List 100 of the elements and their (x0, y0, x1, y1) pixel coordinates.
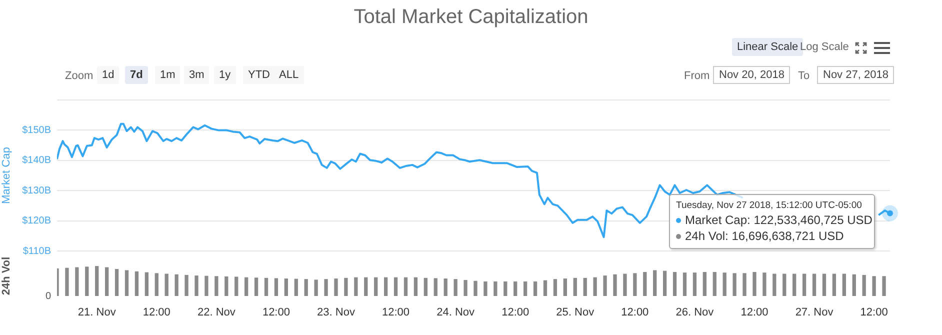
bar (65, 268, 69, 296)
bar (314, 280, 318, 296)
bar (732, 273, 736, 296)
bar (364, 277, 368, 296)
y-tick-label: $130B (22, 185, 52, 196)
bar (782, 274, 786, 296)
x-tick-label: 25. Nov (556, 306, 595, 319)
bar (633, 273, 637, 296)
bar (772, 274, 776, 296)
bar (812, 274, 816, 296)
bar (374, 277, 378, 296)
bar (85, 266, 89, 296)
x-tick-label: 26. Nov (676, 306, 714, 319)
annotation: Market Cap: 122,533,460,725 USD (684, 212, 872, 228)
bar (752, 272, 756, 296)
bar (154, 273, 158, 296)
bar (702, 272, 706, 296)
bar (274, 278, 278, 296)
bar (384, 277, 388, 296)
bar (424, 278, 428, 296)
text: 0 (45, 290, 52, 302)
bar (194, 276, 198, 296)
bar (882, 276, 886, 296)
bar (692, 272, 697, 296)
bar (653, 270, 657, 296)
bar (832, 274, 836, 296)
y-axis-title: 24h Vol (0, 256, 13, 296)
bar (464, 280, 468, 296)
bar (75, 267, 79, 296)
text: YTD (243, 66, 275, 84)
bar (573, 278, 577, 296)
bar (484, 281, 488, 296)
bar (224, 276, 228, 296)
bar (104, 267, 109, 296)
bar (862, 274, 866, 296)
bar (523, 281, 528, 296)
text: 1y (214, 66, 236, 84)
bar (304, 279, 308, 296)
bar (324, 279, 328, 296)
bar (244, 277, 248, 296)
text: 1m (155, 66, 180, 84)
y-tick-label: $120B (22, 216, 52, 227)
bar (434, 278, 438, 296)
bar (264, 278, 268, 296)
text: Linear Scale (737, 41, 798, 53)
bar (533, 281, 538, 296)
bar (583, 278, 587, 296)
bar (164, 274, 168, 296)
bar (543, 280, 548, 296)
bar (254, 278, 258, 296)
bar (334, 278, 338, 296)
bar (414, 277, 418, 296)
bar (184, 274, 188, 296)
bar (682, 272, 687, 296)
bar (404, 277, 408, 296)
text: Nov 20, 2018 (713, 66, 790, 84)
x-tick-label: 27. Nov (795, 306, 834, 319)
bar (494, 281, 498, 296)
bar (354, 277, 358, 296)
text: To (798, 70, 810, 82)
bar (214, 276, 218, 296)
bar (672, 272, 677, 296)
bar (742, 273, 746, 296)
chart-title: Total Market Capitalization (352, 6, 590, 29)
bar (822, 274, 826, 296)
bar (294, 278, 298, 296)
bar (234, 276, 238, 296)
bar (114, 269, 119, 296)
bar (284, 278, 288, 296)
bar (444, 278, 448, 296)
x-tick-label: 24. Nov (436, 306, 476, 319)
bar (124, 270, 129, 296)
text: ALL (274, 66, 304, 84)
x-tick-label: 12:00 (262, 306, 290, 319)
bar (603, 276, 607, 296)
bar (95, 266, 99, 296)
bar (872, 276, 876, 296)
bar (643, 272, 647, 296)
bar (792, 274, 796, 296)
x-tick-label: 12:00 (142, 306, 170, 319)
bar (852, 274, 856, 296)
bar (204, 276, 208, 296)
bar (504, 281, 508, 296)
annotation: 24h Vol: 16,696,638,721 USD (684, 228, 845, 244)
x-tick-label: 12:00 (621, 306, 649, 319)
bar (514, 281, 518, 296)
bar (134, 271, 139, 296)
bar (174, 274, 178, 296)
bar (454, 279, 458, 296)
text: Nov 27, 2018 (817, 66, 894, 84)
bar (394, 277, 398, 296)
bar (613, 274, 617, 296)
text: Zoom (65, 70, 94, 82)
x-tick-label: 12:00 (502, 306, 530, 319)
bar (623, 274, 627, 296)
x-tick-label: 21. Nov (78, 306, 116, 319)
bar (553, 279, 558, 296)
annotation: Tuesday, Nov 27 2018, 15:12:00 UTC-05:00 (676, 199, 863, 212)
y-axis-title: Market Cap (0, 147, 13, 204)
x-tick-label: 12:00 (860, 306, 888, 319)
